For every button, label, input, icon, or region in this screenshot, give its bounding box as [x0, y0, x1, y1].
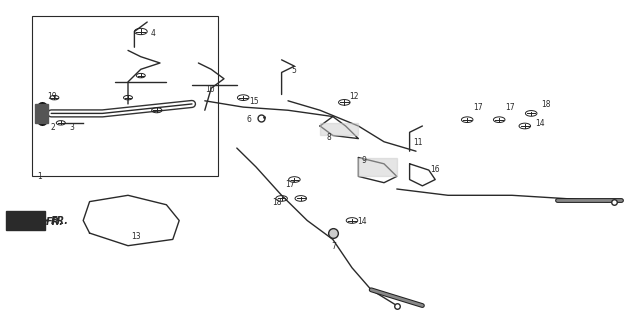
- Text: 7: 7: [332, 242, 337, 251]
- Text: 10: 10: [205, 85, 214, 94]
- Text: 18: 18: [541, 100, 550, 109]
- Text: 2: 2: [51, 123, 56, 132]
- Text: 3: 3: [69, 123, 74, 132]
- Polygon shape: [35, 104, 48, 123]
- Text: 16: 16: [430, 165, 440, 174]
- Text: 12: 12: [349, 92, 358, 100]
- Text: FR.: FR.: [51, 215, 69, 226]
- Text: 6: 6: [246, 115, 252, 124]
- Polygon shape: [358, 158, 397, 176]
- Text: 1: 1: [37, 172, 42, 181]
- Text: 19: 19: [47, 92, 56, 100]
- Polygon shape: [6, 211, 45, 230]
- Text: 17: 17: [506, 103, 515, 112]
- Text: 14: 14: [357, 217, 367, 226]
- Text: 15: 15: [250, 97, 259, 106]
- Bar: [32, 16, 218, 176]
- Text: 13: 13: [131, 232, 141, 241]
- Text: 4: 4: [150, 29, 156, 37]
- Text: 17: 17: [285, 180, 294, 189]
- Text: 5: 5: [291, 66, 296, 75]
- Text: 17: 17: [474, 103, 483, 112]
- Text: 11: 11: [413, 138, 422, 147]
- Text: 14: 14: [535, 119, 545, 128]
- Text: 18: 18: [272, 198, 282, 207]
- Text: 8: 8: [326, 133, 331, 141]
- Polygon shape: [320, 123, 358, 135]
- Polygon shape: [15, 216, 42, 228]
- Text: 9: 9: [362, 156, 367, 165]
- Text: FR.: FR.: [46, 217, 64, 227]
